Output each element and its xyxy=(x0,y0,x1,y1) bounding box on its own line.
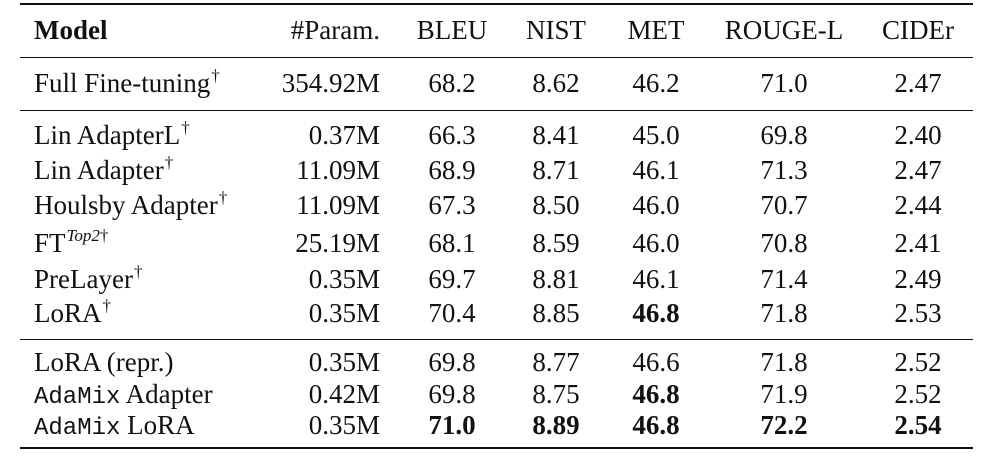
table-row: FTTop2† 25.19M 68.1 8.59 46.0 70.8 2.41 xyxy=(20,226,973,259)
header-cider: CIDEr xyxy=(882,15,954,45)
model-name: PreLayer† xyxy=(34,262,143,294)
header-nist: NIST xyxy=(526,15,586,45)
table-row: Lin AdapterL† 0.37M 66.3 8.41 45.0 69.8 … xyxy=(20,118,973,151)
bleu-value: 69.8 xyxy=(428,379,476,409)
cider-value: 2.41 xyxy=(894,228,942,258)
met-value: 46.6 xyxy=(632,347,680,377)
table-row: AdaMix Adapter 0.42M 69.8 8.75 46.8 71.9… xyxy=(20,378,973,411)
met-value: 46.2 xyxy=(632,68,680,98)
header-model: Model xyxy=(34,15,108,45)
table-row: PreLayer† 0.35M 69.7 8.81 46.1 71.4 2.49 xyxy=(20,262,973,295)
header-rule xyxy=(20,57,973,58)
nist-value: 8.59 xyxy=(532,228,580,258)
model-name: AdaMix Adapter xyxy=(34,379,213,411)
param-count: 354.92M xyxy=(281,68,380,98)
bleu-value: 68.9 xyxy=(428,155,476,185)
nist-value: 8.75 xyxy=(532,379,580,409)
param-count: 0.35M xyxy=(308,264,380,294)
met-value: 46.8 xyxy=(632,410,680,440)
rouge-value: 71.9 xyxy=(760,379,808,409)
rouge-value: 69.8 xyxy=(760,120,808,150)
met-value: 46.1 xyxy=(632,264,680,294)
param-count: 11.09M xyxy=(296,190,380,220)
nist-value: 8.71 xyxy=(532,155,580,185)
model-name: Houlsby Adapter† xyxy=(34,188,228,220)
table-row: Houlsby Adapter† 11.09M 67.3 8.50 46.0 7… xyxy=(20,188,973,221)
cider-value: 2.49 xyxy=(894,264,942,294)
bleu-value: 69.7 xyxy=(428,264,476,294)
section-rule xyxy=(20,339,973,340)
param-count: 11.09M xyxy=(296,155,380,185)
cider-value: 2.40 xyxy=(894,120,942,150)
cider-value: 2.54 xyxy=(894,410,942,440)
met-value: 46.8 xyxy=(632,298,680,328)
cider-value: 2.44 xyxy=(894,190,942,220)
param-count: 0.35M xyxy=(308,347,380,377)
table-header-row: Model #Param. BLEU NIST MET ROUGE-L CIDE… xyxy=(20,14,973,46)
top-rule xyxy=(20,3,973,5)
table-row: Full Fine-tuning† 354.92M 68.2 8.62 46.2… xyxy=(20,66,973,99)
bleu-value: 68.1 xyxy=(428,228,476,258)
nist-value: 8.89 xyxy=(532,410,580,440)
nist-value: 8.85 xyxy=(532,298,580,328)
cider-value: 2.52 xyxy=(894,347,942,377)
model-name: AdaMix LoRA xyxy=(34,410,195,442)
met-value: 45.0 xyxy=(632,120,680,150)
header-param: #Param. xyxy=(290,15,380,45)
cider-value: 2.52 xyxy=(894,379,942,409)
nist-value: 8.77 xyxy=(532,347,580,377)
rouge-value: 71.4 xyxy=(760,264,808,294)
bleu-value: 69.8 xyxy=(428,347,476,377)
rouge-value: 71.3 xyxy=(760,155,808,185)
header-bleu: BLEU xyxy=(416,15,488,45)
table-row: AdaMix LoRA 0.35M 71.0 8.89 46.8 72.2 2.… xyxy=(20,409,973,442)
met-value: 46.0 xyxy=(632,190,680,220)
header-rouge-l: ROUGE-L xyxy=(724,15,844,45)
rouge-value: 70.7 xyxy=(760,190,808,220)
section-rule xyxy=(20,110,973,111)
bleu-value: 68.2 xyxy=(428,68,476,98)
model-name: Full Fine-tuning† xyxy=(34,66,220,98)
rouge-value: 72.2 xyxy=(760,410,808,440)
model-name: Lin Adapter† xyxy=(34,153,174,185)
model-name: Lin AdapterL† xyxy=(34,118,190,150)
param-count: 0.42M xyxy=(308,379,380,409)
met-value: 46.1 xyxy=(632,155,680,185)
bleu-value: 66.3 xyxy=(428,120,476,150)
bleu-value: 71.0 xyxy=(428,410,476,440)
met-value: 46.0 xyxy=(632,228,680,258)
rouge-value: 70.8 xyxy=(760,228,808,258)
cider-value: 2.47 xyxy=(894,155,942,185)
model-name: LoRA (repr.) xyxy=(34,347,174,377)
model-name: LoRA† xyxy=(34,296,111,328)
table-row: LoRA† 0.35M 70.4 8.85 46.8 71.8 2.53 xyxy=(20,296,973,329)
rouge-value: 71.8 xyxy=(760,347,808,377)
table-row: Lin Adapter† 11.09M 68.9 8.71 46.1 71.3 … xyxy=(20,153,973,186)
cider-value: 2.53 xyxy=(894,298,942,328)
rouge-value: 71.0 xyxy=(760,68,808,98)
param-count: 0.37M xyxy=(308,120,380,150)
bleu-value: 67.3 xyxy=(428,190,476,220)
cider-value: 2.47 xyxy=(894,68,942,98)
param-count: 25.19M xyxy=(295,228,380,258)
param-count: 0.35M xyxy=(308,410,380,440)
bottom-rule xyxy=(20,447,973,449)
nist-value: 8.81 xyxy=(532,264,580,294)
model-name: FTTop2† xyxy=(34,226,109,258)
nist-value: 8.50 xyxy=(532,190,580,220)
bleu-value: 70.4 xyxy=(428,298,476,328)
met-value: 46.8 xyxy=(632,379,680,409)
table-row: LoRA (repr.) 0.35M 69.8 8.77 46.6 71.8 2… xyxy=(20,346,973,378)
header-met: MET xyxy=(627,15,685,45)
nist-value: 8.41 xyxy=(532,120,580,150)
rouge-value: 71.8 xyxy=(760,298,808,328)
param-count: 0.35M xyxy=(308,298,380,328)
nist-value: 8.62 xyxy=(532,68,580,98)
